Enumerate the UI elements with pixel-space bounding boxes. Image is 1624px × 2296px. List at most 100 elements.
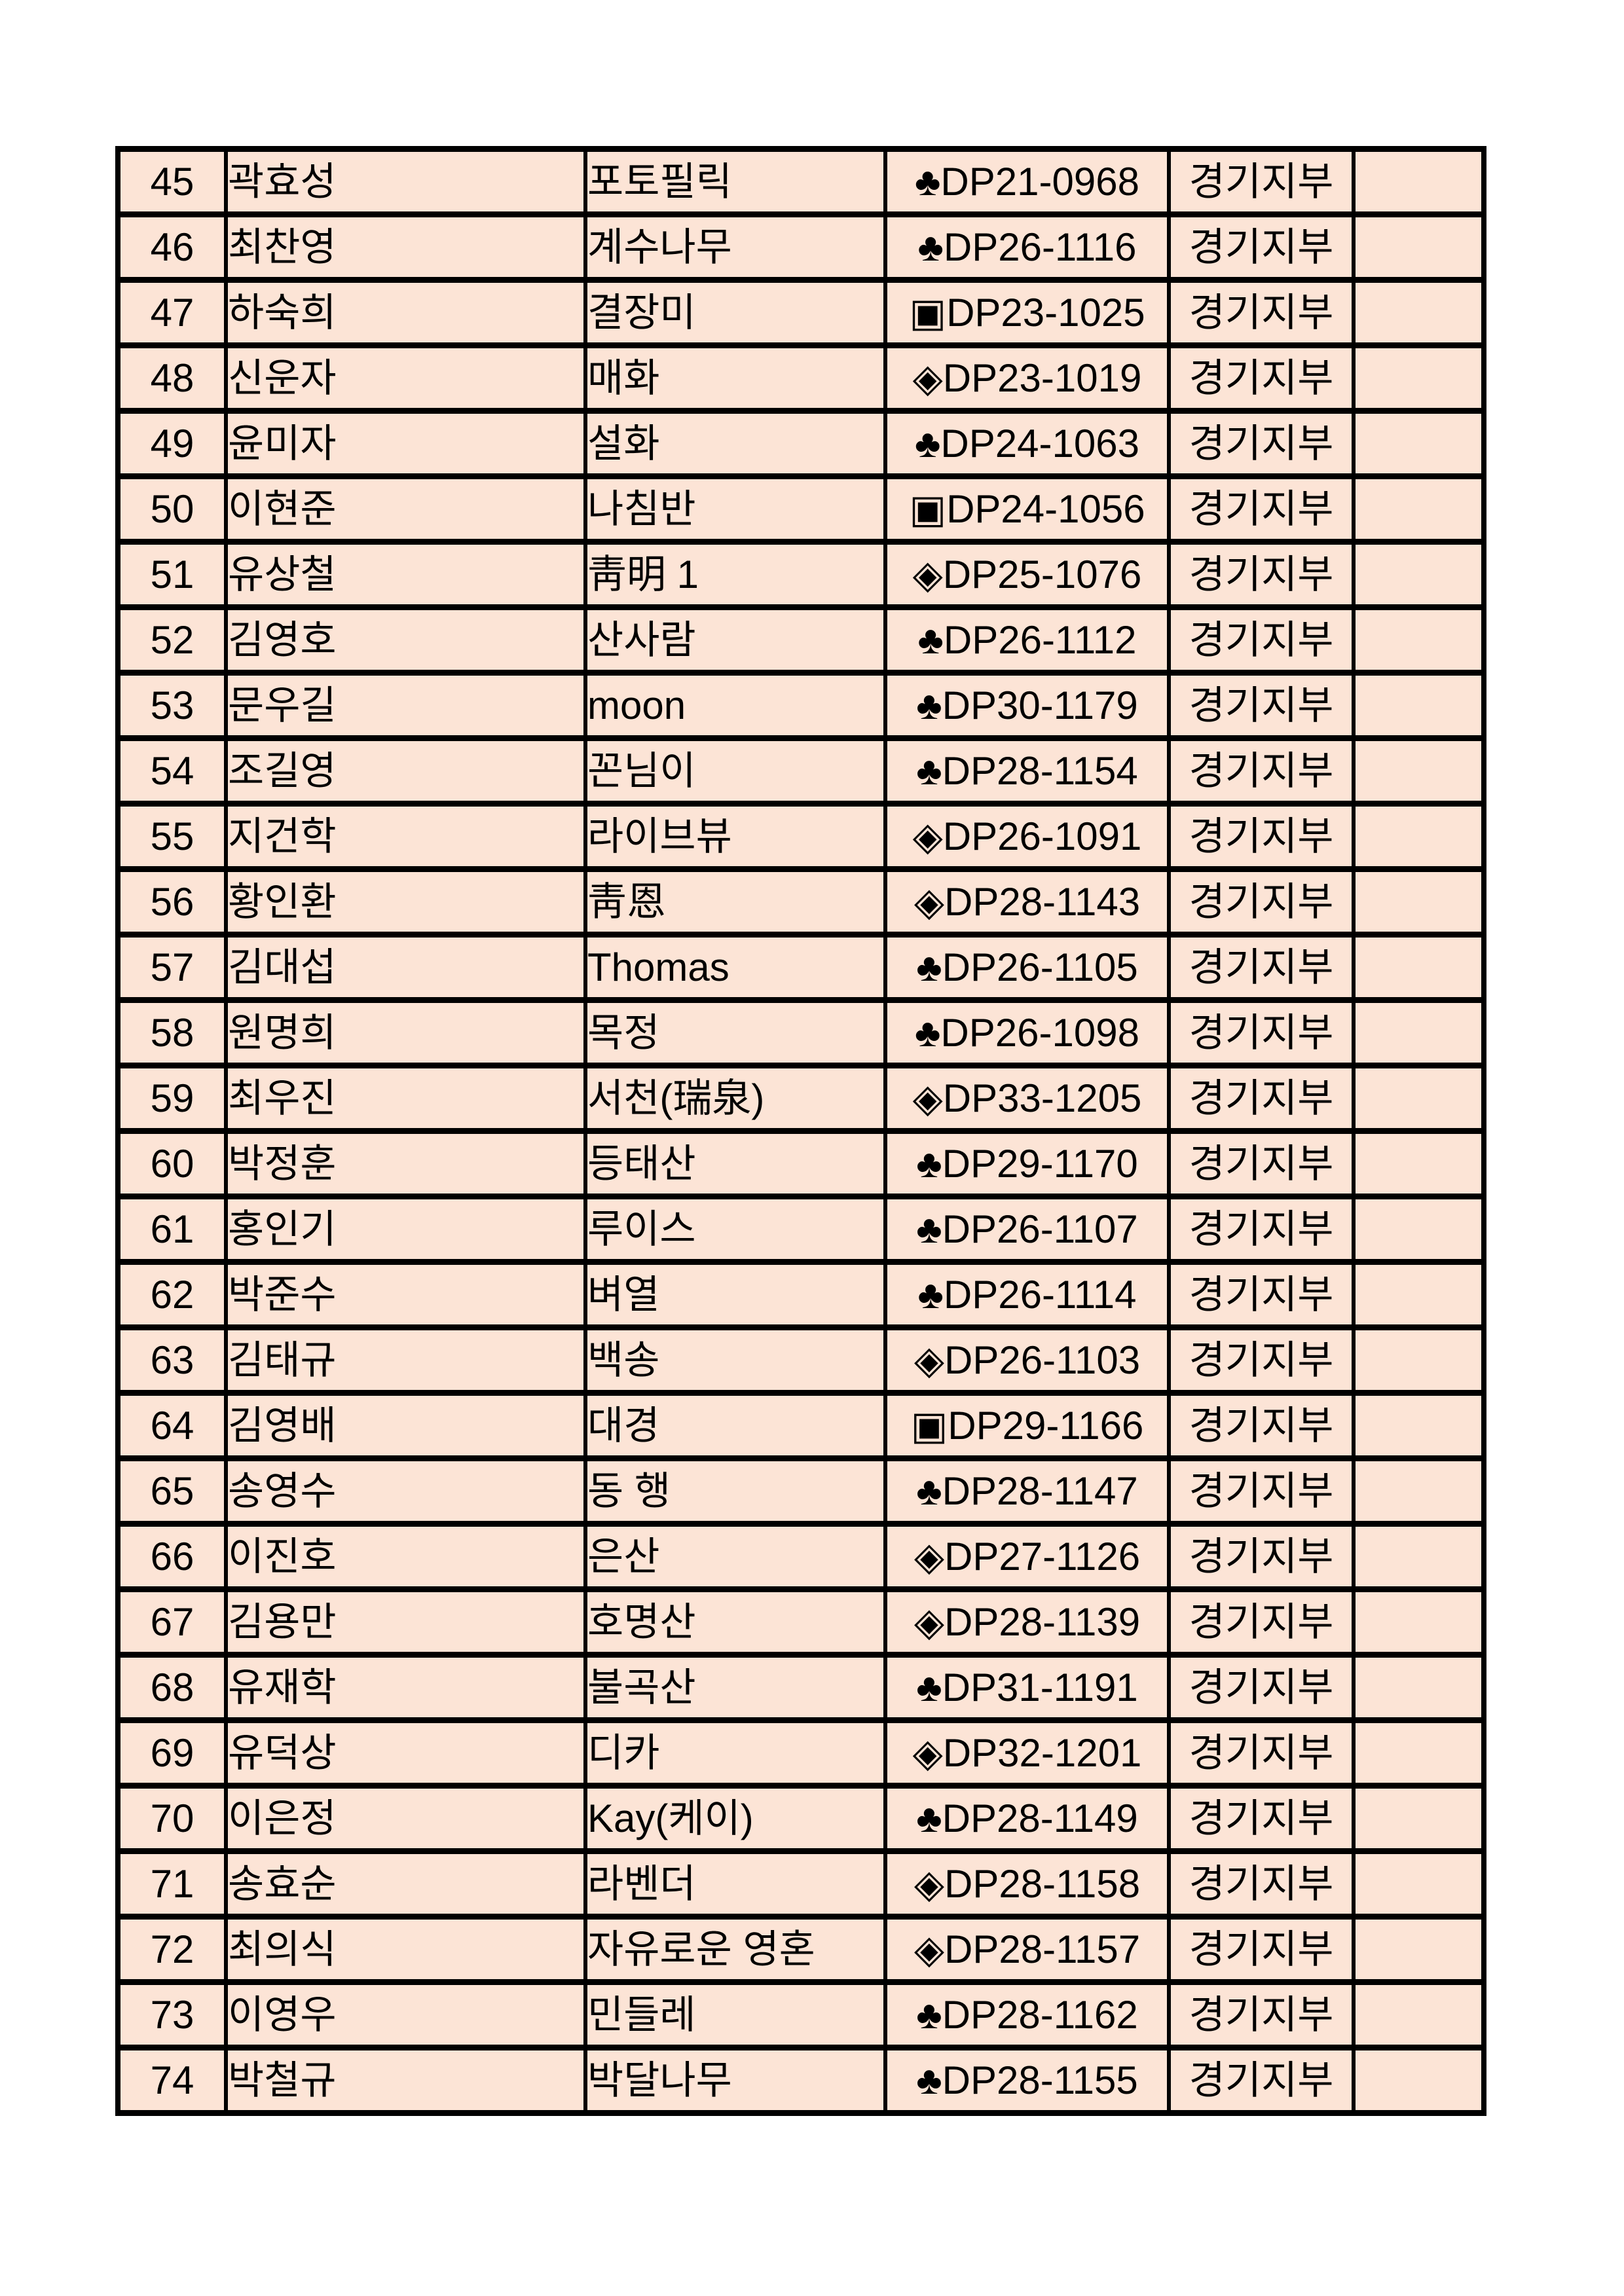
branch-cell: 경기지부 <box>1167 932 1356 1003</box>
table-row: 46 최찬영 계수나무 ♣DP26-1116 경기지부 <box>116 211 1486 283</box>
member-id-text: DP28-1139 <box>944 1599 1141 1644</box>
member-id-text: DP24-1063 <box>940 421 1139 465</box>
square-icon: ▣ <box>909 486 947 531</box>
member-id-cell: ♣DP26-1098 <box>883 997 1171 1068</box>
member-name-cell: 이진호 <box>224 1521 587 1592</box>
empty-note-cell <box>1352 932 1486 1003</box>
nickname-cell: 계수나무 <box>583 211 887 283</box>
member-id-cell: ♣DP28-1162 <box>883 1979 1171 2050</box>
member-id-cell: ♣DP26-1105 <box>883 932 1171 1003</box>
row-number-cell: 54 <box>116 735 228 807</box>
nickname-cell: 자유로운 영혼 <box>583 1914 887 1985</box>
member-name-cell: 곽효성 <box>224 146 587 217</box>
member-id-text: DP28-1147 <box>942 1468 1138 1513</box>
member-id-cell: ♣DP26-1114 <box>883 1259 1171 1330</box>
branch-cell: 경기지부 <box>1167 1652 1356 1723</box>
member-id-text: DP28-1155 <box>942 2058 1138 2102</box>
row-number-cell: 53 <box>116 670 228 741</box>
nickname-cell: 꼰님이 <box>583 735 887 807</box>
empty-note-cell <box>1352 1914 1486 1985</box>
table-row: 74 박철규 박달나무 ♣DP28-1155 경기지부 <box>116 2045 1486 2116</box>
member-id-cell: ◈DP33-1205 <box>883 1063 1171 1134</box>
nickname-cell: 벼열 <box>583 1259 887 1330</box>
member-id-cell: ▣DP23-1025 <box>883 277 1171 348</box>
branch-cell: 경기지부 <box>1167 1586 1356 1658</box>
member-name-cell: 최찬영 <box>224 211 587 283</box>
member-name-cell: 송효순 <box>224 1848 587 1920</box>
empty-note-cell <box>1352 1455 1486 1527</box>
row-number-cell: 71 <box>116 1848 228 1920</box>
diamond-icon: ◈ <box>913 1338 945 1382</box>
row-number-cell: 52 <box>116 604 228 676</box>
table-row: 66 이진호 은산 ◈DP27-1126 경기지부 <box>116 1521 1486 1592</box>
member-id-cell: ◈DP23-1019 <box>883 342 1171 414</box>
branch-cell: 경기지부 <box>1167 1979 1356 2050</box>
member-id-text: DP28-1157 <box>944 1927 1141 1971</box>
branch-cell: 경기지부 <box>1167 1259 1356 1330</box>
table-row: 51 유상철 靑明 1 ◈DP25-1076 경기지부 <box>116 539 1486 610</box>
empty-note-cell <box>1352 801 1486 872</box>
table-row: 67 김용만 호명산 ◈DP28-1139 경기지부 <box>116 1586 1486 1658</box>
club-icon: ♣ <box>916 1207 942 1251</box>
member-id-text: DP26-1114 <box>943 1272 1137 1317</box>
empty-note-cell <box>1352 1586 1486 1658</box>
member-name-cell: 홍인기 <box>224 1194 587 1265</box>
nickname-cell: 나침반 <box>583 473 887 545</box>
empty-note-cell <box>1352 146 1486 217</box>
table-row: 54 조길영 꼰님이 ♣DP28-1154 경기지부 <box>116 735 1486 807</box>
nickname-cell: 포토필릭 <box>583 146 887 217</box>
member-table-body: 45 곽효성 포토필릭 ♣DP21-0968 경기지부 46 최찬영 계수나무 … <box>116 146 1486 2116</box>
empty-note-cell <box>1352 1979 1486 2050</box>
row-number-cell: 69 <box>116 1717 228 1789</box>
row-number-cell: 66 <box>116 1521 228 1592</box>
nickname-cell: 靑恩 <box>583 866 887 938</box>
member-id-text: DP28-1154 <box>942 748 1138 793</box>
member-id-text: DP24-1056 <box>946 486 1145 531</box>
member-name-cell: 이영우 <box>224 1979 587 2050</box>
nickname-cell: 결장미 <box>583 277 887 348</box>
row-number-cell: 51 <box>116 539 228 610</box>
member-name-cell: 유상철 <box>224 539 587 610</box>
member-name-cell: 원명희 <box>224 997 587 1068</box>
member-id-text: DP33-1205 <box>942 1076 1142 1120</box>
diamond-icon: ◈ <box>912 355 943 400</box>
nickname-cell: Thomas <box>583 932 887 1003</box>
member-id-cell: ◈DP25-1076 <box>883 539 1171 610</box>
member-id-text: DP26-1105 <box>942 945 1138 989</box>
empty-note-cell <box>1352 670 1486 741</box>
member-id-text: DP28-1143 <box>944 879 1141 924</box>
member-name-cell: 김영배 <box>224 1390 587 1461</box>
club-icon: ♣ <box>917 225 944 269</box>
club-icon: ♣ <box>916 1141 942 1186</box>
empty-note-cell <box>1352 1194 1486 1265</box>
member-name-cell: 유덕상 <box>224 1717 587 1789</box>
table-row: 59 최우진 서천(瑞泉) ◈DP33-1205 경기지부 <box>116 1063 1486 1134</box>
branch-cell: 경기지부 <box>1167 1063 1356 1134</box>
nickname-cell: 라벤더 <box>583 1848 887 1920</box>
nickname-cell: 산사람 <box>583 604 887 676</box>
table-row: 70 이은정 Kay(케이) ♣DP28-1149 경기지부 <box>116 1783 1486 1854</box>
member-name-cell: 신운자 <box>224 342 587 414</box>
branch-cell: 경기지부 <box>1167 801 1356 872</box>
member-id-text: DP28-1149 <box>942 1796 1138 1840</box>
table-row: 63 김태규 백송 ◈DP26-1103 경기지부 <box>116 1324 1486 1396</box>
nickname-cell: 설화 <box>583 408 887 479</box>
nickname-cell: 동 행 <box>583 1455 887 1527</box>
row-number-cell: 58 <box>116 997 228 1068</box>
empty-note-cell <box>1352 1717 1486 1789</box>
member-id-cell: ◈DP27-1126 <box>883 1521 1171 1592</box>
diamond-icon: ◈ <box>912 552 943 596</box>
member-id-cell: ◈DP28-1143 <box>883 866 1171 938</box>
empty-note-cell <box>1352 1390 1486 1461</box>
table-row: 62 박준수 벼열 ♣DP26-1114 경기지부 <box>116 1259 1486 1330</box>
row-number-cell: 55 <box>116 801 228 872</box>
row-number-cell: 46 <box>116 211 228 283</box>
member-id-cell: ◈DP28-1158 <box>883 1848 1171 1920</box>
table-row: 53 문우길 moon ♣DP30-1179 경기지부 <box>116 670 1486 741</box>
row-number-cell: 47 <box>116 277 228 348</box>
table-row: 64 김영배 대경 ▣DP29-1166 경기지부 <box>116 1390 1486 1461</box>
nickname-cell: 대경 <box>583 1390 887 1461</box>
row-number-cell: 72 <box>116 1914 228 1985</box>
member-id-cell: ▣DP24-1056 <box>883 473 1171 545</box>
table-row: 60 박정훈 등태산 ♣DP29-1170 경기지부 <box>116 1128 1486 1199</box>
